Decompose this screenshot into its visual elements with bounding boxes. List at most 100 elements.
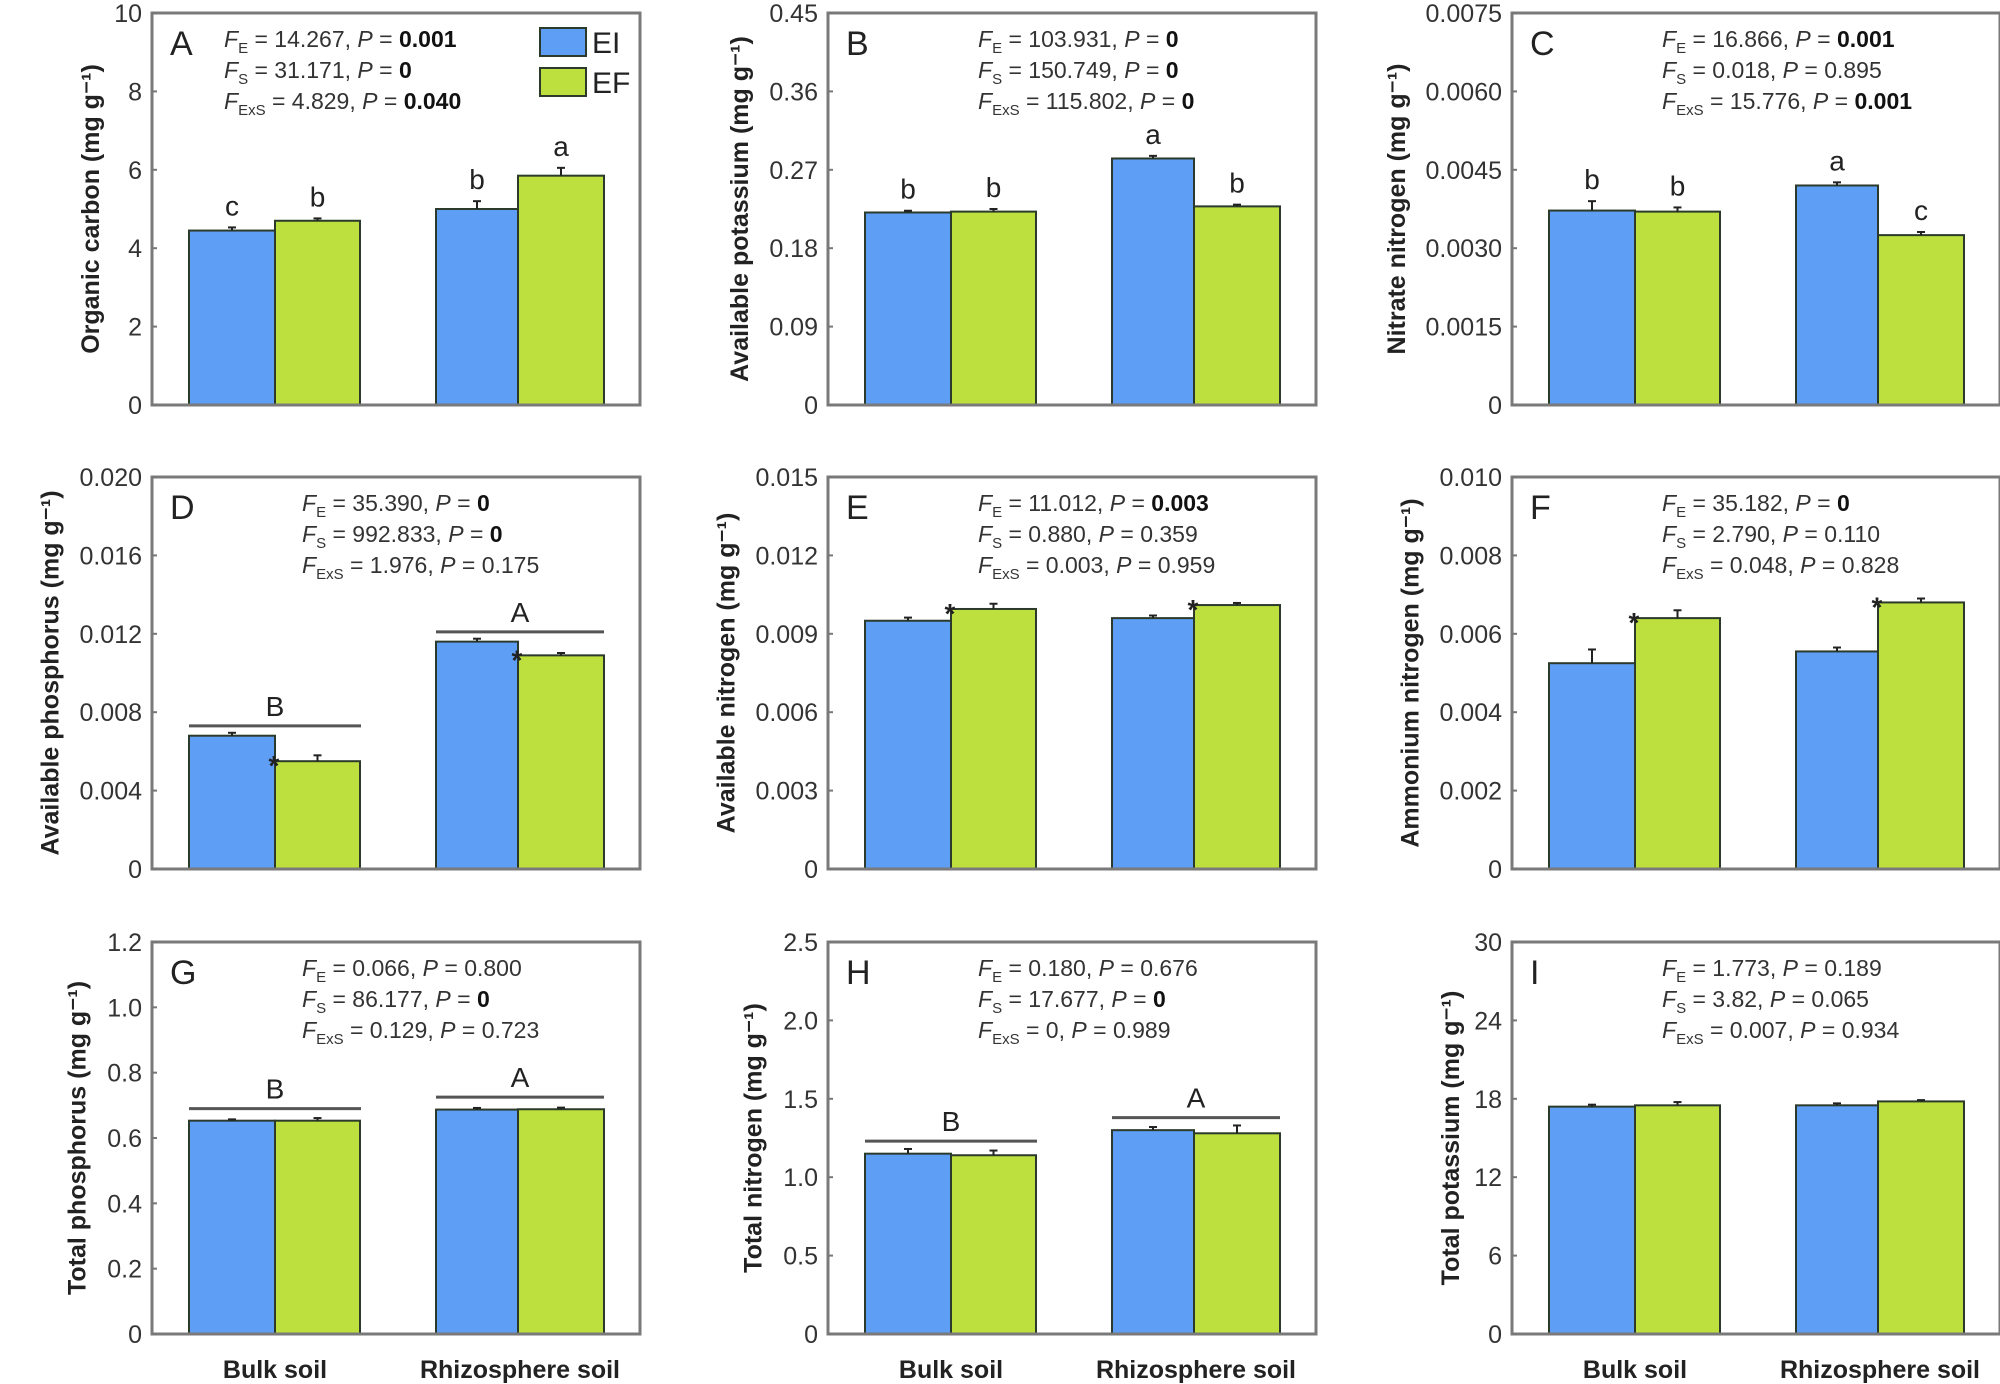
plot-frame	[1510, 11, 2000, 407]
x-category-label: Bulk soil	[899, 1356, 1003, 1384]
stat-line-s: FS = 992.833, P = 0	[302, 521, 503, 552]
y-tick-label: 2.5	[783, 929, 818, 957]
y-tick-label: 2	[128, 314, 142, 342]
y-tick-label: 0.004	[1439, 699, 1502, 727]
bar-ef-bulk	[950, 607, 1037, 870]
bar-ef-rhizosphere	[1877, 601, 1965, 870]
stat-line-s: FS = 0.018, P = 0.895	[1662, 57, 1882, 88]
y-tick-label: 0.006	[1439, 621, 1502, 649]
plot-frame	[150, 11, 642, 407]
y-tick-label: 0.0045	[1426, 157, 1502, 185]
stat-line-exs: FExS = 0, P = 0.989	[978, 1017, 1171, 1048]
group-letter: A	[1187, 1083, 1206, 1114]
stat-line-s: FS = 0.880, P = 0.359	[978, 521, 1198, 552]
panel-i: 0 6 12 18 24 30 Total potassium (mg g⁻¹) I FE = …	[1437, 929, 2000, 1384]
significance-letter: b	[1670, 170, 1686, 201]
bar-ei-bulk	[1548, 662, 1636, 871]
y-tick-label: 0.18	[769, 235, 818, 263]
bar-ei-bulk	[188, 734, 276, 870]
panel-f: * * 0 0.002 0.004 0.006 0.008 0.010 Ammonium nit…	[1397, 464, 2000, 884]
significance-star: *	[512, 644, 523, 675]
significance-letter: b	[1584, 164, 1600, 195]
y-axis-label: Ammonium nitrogen (mg g⁻¹)	[1397, 498, 1425, 847]
legend-label-ef: EF	[592, 67, 630, 100]
y-tick-label: 0.27	[769, 157, 818, 185]
plot-frame	[826, 11, 1318, 407]
stat-line-s: FS = 31.171, P = 0	[224, 57, 412, 88]
panel-e: * * 0 0.003 0.006 0.009 0.012 0.015 Available ni…	[713, 464, 1318, 884]
stat-line-exs: FExS = 15.776, P = 0.001	[1662, 88, 1912, 119]
significance-letter: b	[469, 164, 485, 195]
x-category-label: Bulk soil	[223, 1356, 327, 1384]
bar-ef-rhizosphere	[1193, 604, 1281, 870]
y-tick-label: 1.0	[107, 994, 142, 1022]
y-tick-label: 0.002	[1439, 778, 1502, 806]
y-tick-label: 0	[128, 1321, 142, 1349]
bar-ei-bulk	[1548, 1105, 1636, 1336]
group-letter: B	[266, 1074, 285, 1105]
y-tick-label: 0.0060	[1426, 78, 1502, 106]
bar-ef-rhizosphere	[1877, 234, 1965, 406]
bar-ef-bulk	[274, 760, 361, 871]
legend-swatch-ef	[539, 67, 587, 97]
y-tick-label: 0.45	[769, 0, 818, 28]
y-tick-label: 0	[128, 856, 142, 884]
significance-letter: b	[986, 172, 1002, 203]
bar-ef-bulk	[1634, 617, 1721, 870]
y-tick-label: 0.006	[755, 699, 818, 727]
significance-letter: c	[1914, 195, 1928, 226]
y-tick-label: 0.008	[1439, 542, 1502, 570]
y-tick-label: 0.5	[783, 1243, 818, 1271]
bar-ei-rhizosphere	[1111, 157, 1195, 406]
y-axis-label: Total nitrogen (mg g⁻¹)	[740, 1003, 768, 1273]
x-category-label: Bulk soil	[1583, 1356, 1687, 1384]
stat-line-e: FE = 1.773, P = 0.189	[1662, 955, 1882, 986]
plot-frame	[1510, 940, 2000, 1336]
stat-line-e: FE = 103.931, P = 0	[978, 26, 1179, 57]
legend-label-ei: EI	[592, 27, 620, 60]
panel-g: B A 0 0.2 0.4 0.6 0.8 1.0 1.2 Total phosphorus (m…	[64, 929, 642, 1384]
stat-line-s: FS = 150.749, P = 0	[978, 57, 1179, 88]
y-tick-label: 6	[1488, 1243, 1502, 1271]
y-tick-label: 0.010	[1439, 464, 1502, 492]
y-axis-label: Nitrate nitrogen (mg g⁻¹)	[1383, 64, 1411, 355]
y-tick-label: 8	[128, 78, 142, 106]
panel-h: B A 0 0.5 1.0 1.5 2.0 2.5 Total nitrogen (mg g⁻¹…	[740, 929, 1318, 1384]
y-tick-label: 24	[1474, 1007, 1502, 1035]
bar-ef-bulk	[950, 1154, 1037, 1336]
bar-ef-bulk	[950, 210, 1037, 406]
plot-frame	[826, 940, 1318, 1336]
bar-ef-rhizosphere	[1193, 205, 1281, 406]
y-axis-label: Organic carbon (mg g⁻¹)	[77, 64, 105, 354]
panel-letter: A	[170, 25, 193, 63]
stat-line-e: FE = 0.180, P = 0.676	[978, 955, 1198, 986]
significance-letter: b	[900, 174, 916, 205]
x-category-label: Rhizosphere soil	[1780, 1356, 1980, 1384]
panel-letter: D	[170, 489, 195, 527]
significance-star: *	[269, 750, 280, 781]
stat-line-s: FS = 17.677, P = 0	[978, 986, 1166, 1017]
y-tick-label: 2.0	[783, 1007, 818, 1035]
y-tick-label: 0	[804, 392, 818, 420]
bar-ef-bulk	[1634, 1104, 1721, 1336]
bar-ei-rhizosphere	[435, 1108, 519, 1335]
stat-line-s: FS = 86.177, P = 0	[302, 986, 490, 1017]
panel-b: b b a b 0 0.09 0.18 0.27 0.36 0.45 Available potas…	[726, 0, 1318, 420]
stat-line-exs: FExS = 4.829, P = 0.040	[224, 88, 461, 119]
legend-swatch-ei	[539, 27, 587, 57]
bar-ei-bulk	[1548, 209, 1636, 406]
y-tick-label: 0.015	[755, 464, 818, 492]
bar-ei-rhizosphere	[1795, 1104, 1879, 1336]
stat-line-exs: FExS = 0.129, P = 0.723	[302, 1017, 539, 1048]
panel-letter: C	[1530, 25, 1555, 63]
bar-ei-bulk	[864, 619, 952, 870]
y-tick-label: 0.012	[755, 542, 818, 570]
panel-letter: B	[846, 25, 869, 63]
bar-ei-bulk	[864, 1152, 952, 1336]
y-tick-label: 10	[114, 0, 142, 28]
stat-line-e: FE = 35.182, P = 0	[1662, 490, 1850, 521]
y-tick-label: 0	[1488, 392, 1502, 420]
significance-letter: b	[310, 181, 326, 212]
y-tick-label: 0.2	[107, 1256, 142, 1284]
bar-ef-rhizosphere	[1193, 1132, 1281, 1336]
